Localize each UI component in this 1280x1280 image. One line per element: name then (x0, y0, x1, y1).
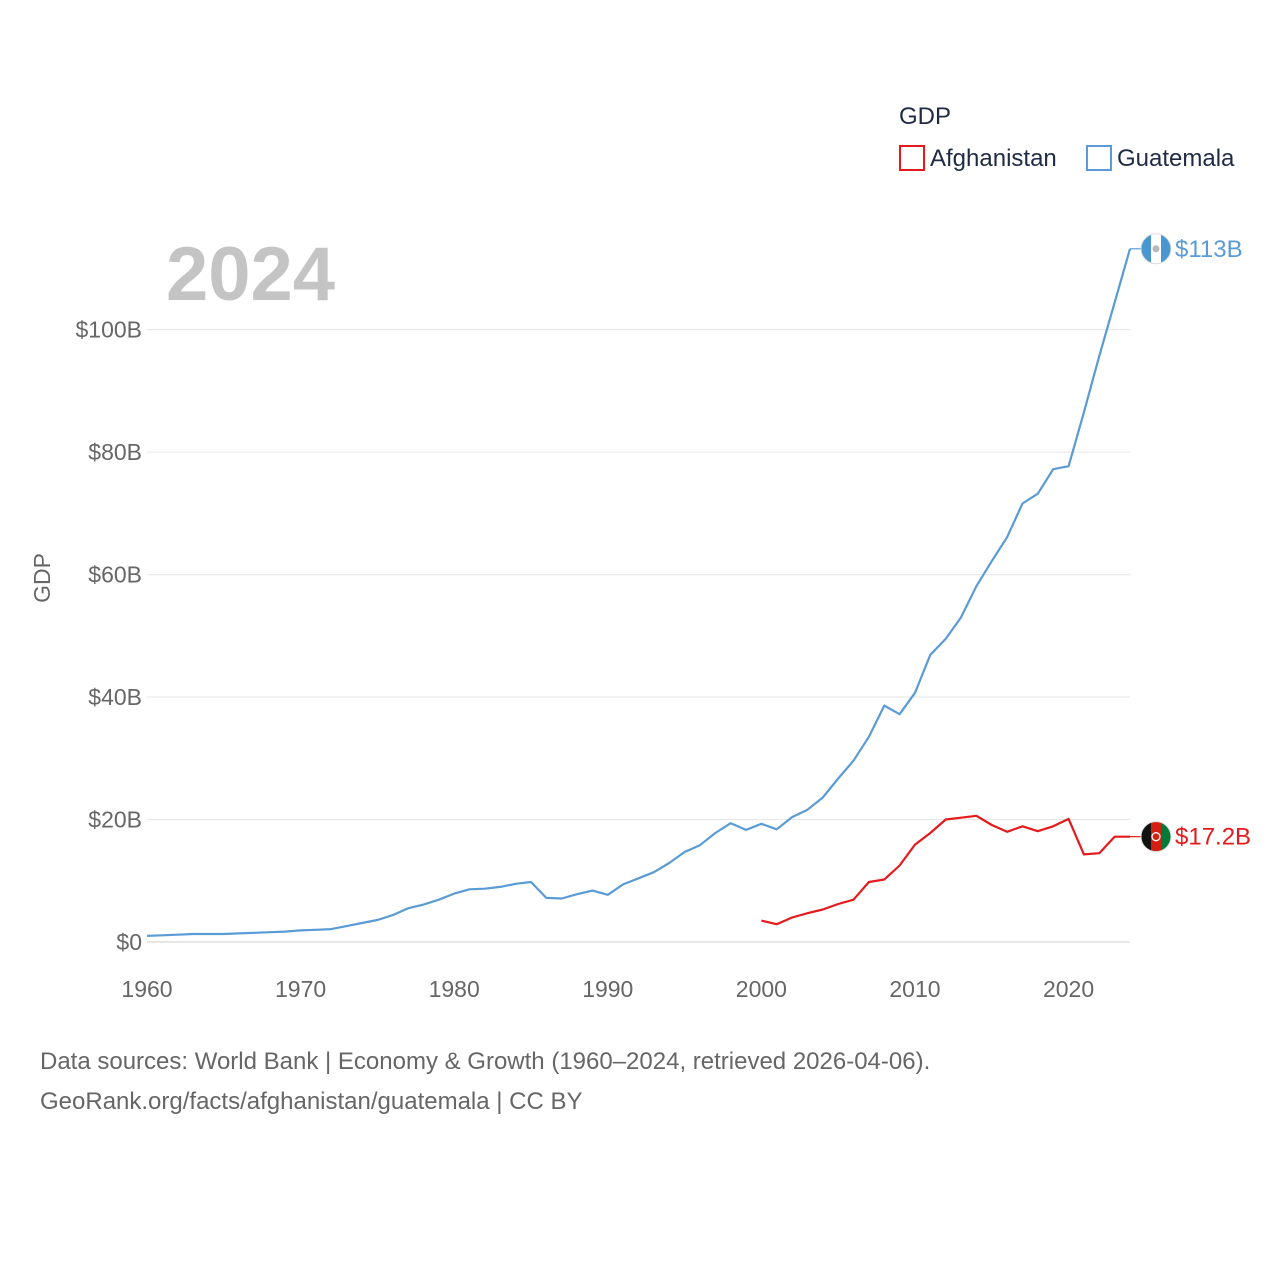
x-tick-label: 2000 (736, 976, 787, 1002)
series-line-afghanistan[interactable] (761, 814, 1130, 926)
y-tick-label: $80B (88, 439, 142, 465)
x-tick-label: 1970 (275, 976, 326, 1002)
end-labels: $17.2B $113B (1130, 233, 1251, 853)
footer-source-line: Data sources: World Bank | Economy & Gro… (40, 1048, 931, 1075)
y-tick-label: $60B (88, 562, 142, 588)
y-tick-label: $40B (88, 684, 142, 710)
series-lines (146, 248, 1132, 937)
legend-title: GDP (899, 103, 951, 130)
x-tick-label: 1960 (121, 976, 172, 1002)
end-value-label-guatemala: $113B (1175, 236, 1243, 263)
gdp-line-chart: $0 $20B $40B $60B $80B $100B 1960 1970 1980 1990… (29, 103, 1251, 1002)
legend-label-guatemala[interactable]: Guatemala (1117, 145, 1235, 172)
x-axis: 1960 1970 1980 1990 2000 2010 2020 (121, 976, 1094, 1002)
end-value-label-afghanistan: $17.2B (1175, 824, 1251, 851)
y-tick-label: $100B (75, 317, 142, 343)
guatemala-flag-icon (1140, 233, 1172, 265)
y-axis-title: GDP (29, 553, 55, 603)
x-tick-label: 1980 (429, 976, 480, 1002)
x-tick-label: 1990 (582, 976, 633, 1002)
y-tick-label: $0 (116, 929, 142, 955)
afghanistan-flag-icon (1140, 821, 1172, 853)
series-line-guatemala[interactable] (146, 248, 1132, 937)
y-axis: $0 $20B $40B $60B $80B $100B (75, 317, 142, 955)
x-tick-label: 2020 (1043, 976, 1094, 1002)
footer-sources: Data sources: World Bank | Economy & Gro… (40, 1042, 930, 1122)
x-tick-label: 2010 (889, 976, 940, 1002)
legend-swatch-guatemala[interactable] (1086, 145, 1112, 171)
footer-link-line[interactable]: GeoRank.org/facts/afghanistan/guatemala … (40, 1088, 583, 1115)
legend: GDP Afghanistan Guatemala (899, 103, 1235, 172)
legend-label-afghanistan[interactable]: Afghanistan (930, 145, 1057, 172)
current-year-label: 2024 (166, 232, 335, 317)
y-tick-label: $20B (88, 807, 142, 833)
grid-lines (147, 329, 1130, 943)
legend-swatch-afghanistan[interactable] (899, 145, 925, 171)
